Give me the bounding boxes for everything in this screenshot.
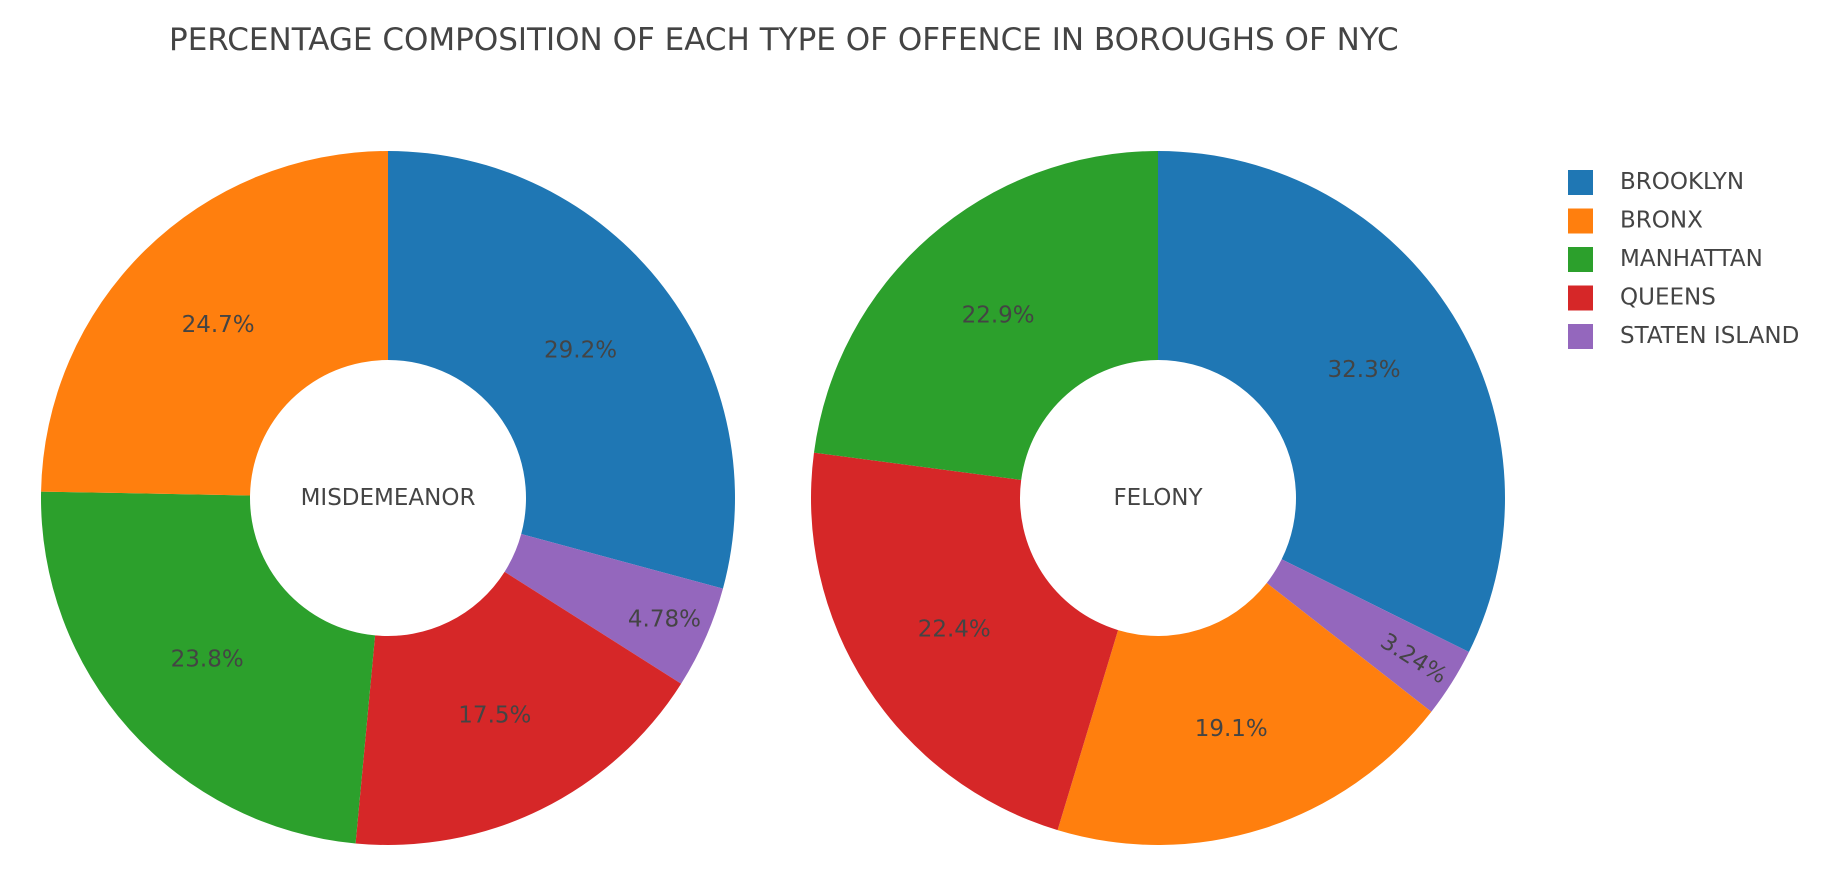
slice-felony-queens[interactable] [811,452,1119,831]
slice-label-misdemeanor-bronx: 24.7% [182,312,255,338]
slice-felony-brooklyn[interactable] [1158,151,1505,653]
slice-felony-staten-island[interactable] [1266,559,1469,712]
legend-label-brooklyn: BROOKLYN [1620,169,1744,195]
legend-label-manhattan: MANHATTAN [1620,246,1763,272]
legend-item-staten-island[interactable]: STATEN ISLAND [1568,323,1799,349]
legend-item-bronx[interactable]: BRONX [1568,208,1703,234]
center-label-misdemeanor: MISDEMEANOR [301,485,476,511]
legend-item-manhattan[interactable]: MANHATTAN [1568,246,1763,272]
slice-felony-manhattan[interactable] [813,151,1158,480]
legend-item-queens[interactable]: QUEENS [1568,285,1716,311]
legend-label-staten-island: STATEN ISLAND [1620,323,1799,349]
slice-label-felony-manhattan: 22.9% [962,303,1035,329]
legend-swatch-manhattan [1568,247,1593,272]
slice-label-misdemeanor-manhattan: 23.8% [171,647,244,673]
legend-swatch-brooklyn [1568,170,1593,195]
slice-felony-bronx[interactable] [1057,583,1432,845]
chart-title: PERCENTAGE COMPOSITION OF EACH TYPE OF O… [169,22,1399,58]
legend: BROOKLYN BRONX MANHATTAN QUEENS STATEN ISLAN… [1568,169,1799,349]
slice-label-misdemeanor-brooklyn: 29.2% [544,338,617,364]
legend-swatch-bronx [1568,208,1593,234]
slice-label-felony-bronx: 19.1% [1195,716,1268,742]
slice-misdemeanor-manhattan[interactable] [41,491,376,844]
donut-misdemeanor: 29.2% 4.78% 17.5% 23.8% 24.7% MISDEMEANOR [41,151,735,845]
donut-felony: 32.3%3.24%19.1%22.4%22.9%FELONY [811,151,1505,845]
slice-label-misdemeanor-staten-island: 4.78% [628,607,701,633]
center-label-felony: FELONY [1113,485,1203,511]
slice-label-felony-queens: 22.4% [918,616,991,642]
legend-swatch-queens [1568,285,1593,311]
donuts-group: 29.2% 4.78% 17.5% 23.8% 24.7% MISDEMEANOR 32.3… [41,151,1505,845]
slice-misdemeanor-staten-island[interactable] [504,534,723,684]
slice-misdemeanor-brooklyn[interactable] [388,151,735,589]
legend-swatch-staten-island [1568,324,1593,349]
slice-label-misdemeanor-queens: 17.5% [458,703,531,729]
slice-misdemeanor-bronx[interactable] [41,151,388,496]
slice-misdemeanor-queens[interactable] [355,571,682,845]
slice-label-felony-brooklyn: 32.3% [1328,357,1401,383]
legend-label-queens: QUEENS [1620,285,1716,311]
legend-item-brooklyn[interactable]: BROOKLYN [1568,169,1744,195]
legend-label-bronx: BRONX [1620,208,1703,234]
